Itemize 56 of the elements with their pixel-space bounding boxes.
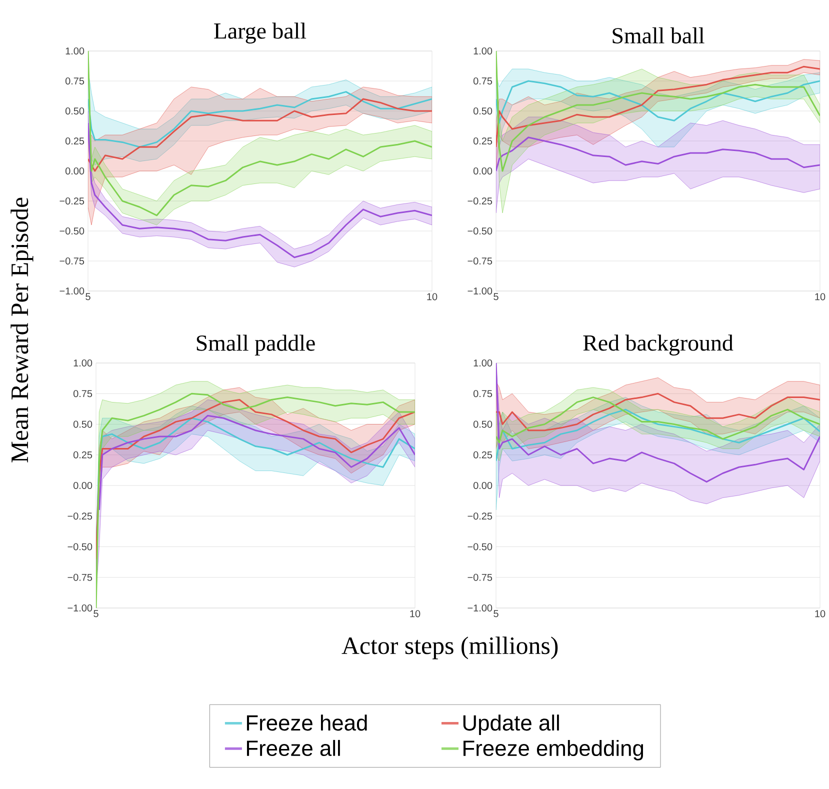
y-tick-label: −0.50 xyxy=(468,543,492,550)
y-tick-label: 0.75 xyxy=(65,77,84,85)
y-tick-label: −0.75 xyxy=(468,257,492,265)
y-tick-label: 0.00 xyxy=(473,482,492,490)
y-tick-label: 1.00 xyxy=(474,47,492,55)
chart-title: Red background xyxy=(583,334,734,356)
y-tick-label: 0.25 xyxy=(473,451,492,458)
y-tick-label: 0.25 xyxy=(473,137,492,145)
legend-label: Freeze head xyxy=(246,714,367,731)
x-tick-label: 5 xyxy=(494,610,498,618)
y-tick-label: 1.00 xyxy=(474,359,492,367)
y-tick-label: −0.25 xyxy=(468,512,492,520)
x-tick-label: 10 xyxy=(815,610,826,618)
x-tick-label: 5 xyxy=(86,293,90,300)
y-tick-label: 0.75 xyxy=(473,390,492,398)
y-tick-label: 0.50 xyxy=(65,107,84,115)
y-tick-label: 0.50 xyxy=(473,420,492,428)
y-tick-label: 0.50 xyxy=(73,420,92,428)
y-tick-label: −0.75 xyxy=(68,574,92,581)
y-tick-label: −1.00 xyxy=(468,287,492,295)
y-tick-label: 1.00 xyxy=(66,47,84,55)
legend-label: Freeze all xyxy=(246,740,340,756)
y-tick-label: 0.00 xyxy=(73,482,92,490)
y-tick-label: −0.50 xyxy=(468,227,492,235)
y-axis-title: Mean Reward Per Episode xyxy=(10,198,34,462)
y-tick-label: −1.00 xyxy=(60,287,84,295)
y-tick-label: −0.75 xyxy=(60,257,84,265)
y-tick-label: 0.00 xyxy=(65,167,84,175)
line-series xyxy=(496,362,820,483)
x-tick-label: 5 xyxy=(494,293,498,300)
y-tick-label: 0.75 xyxy=(73,390,92,398)
y-tick-label: 1.00 xyxy=(74,359,92,367)
y-tick-label: 0.75 xyxy=(473,77,492,85)
legend-label: Freeze embedding xyxy=(464,740,644,760)
y-tick-label: −0.25 xyxy=(60,197,84,205)
y-tick-label: 0.25 xyxy=(73,451,92,458)
y-tick-label: 0.50 xyxy=(473,107,492,115)
y-tick-label: 0.00 xyxy=(473,167,492,175)
y-tick-label: −0.50 xyxy=(68,543,92,550)
x-tick-label: 5 xyxy=(94,610,98,618)
chart-title: Large ball xyxy=(214,22,306,44)
chart-title: Small paddle xyxy=(196,334,315,356)
y-tick-label: −0.25 xyxy=(68,512,92,520)
x-tick-label: 10 xyxy=(815,293,826,300)
legend-label: Update all xyxy=(463,714,559,736)
x-tick-label: 10 xyxy=(410,610,420,618)
x-tick-label: 10 xyxy=(427,293,438,300)
line-series xyxy=(496,392,820,432)
y-tick-label: −0.75 xyxy=(468,574,492,581)
chart-title: Small ball xyxy=(612,27,704,44)
x-axis-title: Actor steps (millions) xyxy=(342,636,558,660)
y-tick-label: −0.50 xyxy=(60,227,84,235)
y-tick-label: 0.25 xyxy=(65,137,84,145)
y-tick-label: −1.00 xyxy=(68,604,92,612)
y-tick-label: −1.00 xyxy=(468,604,492,612)
y-tick-label: −0.25 xyxy=(468,197,492,205)
